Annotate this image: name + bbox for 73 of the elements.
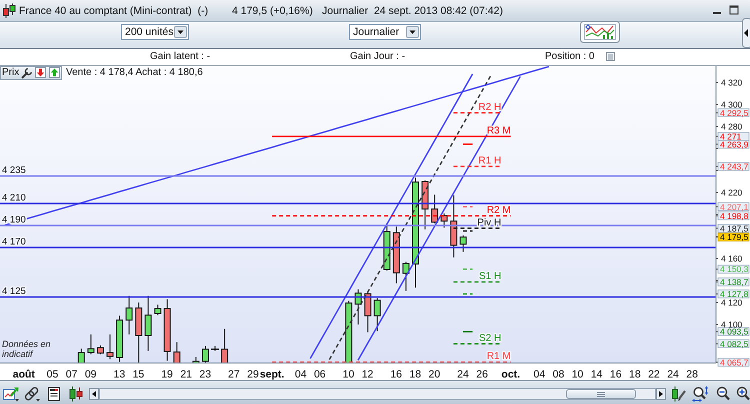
annotation: Données en indicatif	[2, 339, 52, 359]
y-tick-label: 4 160	[721, 254, 743, 264]
x-tick-label: 04	[534, 368, 546, 380]
x-tick-label: sept.	[260, 368, 284, 380]
y-tick-label: 4 292,5	[720, 108, 749, 118]
series-label: R2 M	[486, 204, 511, 216]
x-tick-label: 06	[314, 368, 326, 380]
x-tick-label: 24	[667, 368, 680, 380]
ref-line-label: 4 125	[2, 286, 26, 297]
x-tick-label: 18	[409, 368, 422, 380]
y-tick-label: 4 220	[721, 188, 743, 198]
y-tick-label: 4 271	[720, 131, 742, 142]
y-tick-label: 4 280	[721, 122, 743, 132]
series-label: S2 H	[478, 332, 502, 344]
series-label: R1 H	[478, 155, 502, 166]
x-tick-label: 28	[686, 368, 698, 380]
y-tick-label: 4 127,8	[720, 288, 749, 299]
y-tick-label: 4 065,7	[720, 357, 749, 368]
x-tick-label: 09	[84, 368, 97, 380]
x-tick-label: 10	[342, 368, 354, 380]
x-tick-label: 04	[294, 368, 307, 380]
x-tick-label: 16	[390, 368, 402, 380]
x-tick-label: 07	[66, 368, 78, 380]
series-label: R1 M	[486, 351, 511, 362]
x-tick-label: 08	[552, 368, 564, 380]
annotation: Prix	[2, 67, 20, 79]
text: Position : 0	[545, 51, 594, 63]
x-tick-label: 14	[590, 368, 603, 380]
x-tick-label: 26	[476, 368, 488, 380]
x-tick-label: août	[12, 368, 36, 380]
ref-line-label: 4 170	[2, 236, 26, 248]
series-label: Piv H	[477, 217, 502, 228]
y-tick-label: 4 320	[721, 78, 743, 88]
y-tick-label: 4 179,5	[720, 232, 749, 242]
y-tick-label: 4 120	[721, 298, 743, 308]
x-tick-label: 10	[572, 368, 584, 380]
text: Gain latent : -	[150, 51, 210, 63]
x-tick-label: 21	[180, 368, 192, 380]
text: Gain Jour : -	[350, 51, 406, 63]
y-tick-label: 4 243,7	[720, 161, 749, 172]
x-tick-label: 19	[161, 368, 174, 380]
text: Journalier 24 sept. 2013 08:42 (07:42)	[322, 5, 503, 17]
series-label: R2 H	[478, 102, 502, 113]
y-tick-label: 4 263,9	[720, 139, 749, 150]
series-label: S1 H	[478, 270, 502, 282]
x-tick-label: oct.	[501, 368, 520, 380]
x-tick-label: 05	[46, 368, 59, 380]
y-tick-label: 4 300	[721, 100, 743, 110]
chart-title: France 40 au comptant (Mini-contrat) (-)	[19, 5, 208, 17]
x-tick-label: 18	[629, 368, 641, 380]
y-tick-label: 4 082,5	[720, 338, 749, 349]
y-tick-label: 4 138,7	[720, 276, 749, 287]
annotation: Vente : 4 178,4 Achat : 4 180,6	[66, 67, 203, 79]
y-tick-label: 4 093,5	[720, 326, 749, 337]
x-tick-label: 13	[113, 368, 126, 380]
x-tick-label: 29	[247, 368, 259, 380]
y-tick-label: 4 207,1	[720, 202, 749, 212]
x-tick-label: 22	[648, 368, 660, 380]
y-tick-label: 4 198,8	[720, 210, 749, 221]
x-tick-label: 27	[228, 368, 240, 380]
ref-line-label: 4 235	[2, 165, 26, 176]
select-field: Journalier	[349, 24, 421, 40]
y-tick-label: 4 150,3	[720, 264, 749, 274]
x-tick-label: 23	[199, 368, 212, 380]
x-tick-label: 12	[362, 368, 374, 380]
ref-line-label: 4 210	[2, 192, 26, 204]
text: 4 179,5 (+0,16%)	[232, 5, 313, 17]
x-tick-label: 15	[132, 368, 144, 380]
x-tick-label: 16	[610, 368, 622, 380]
x-tick-label: 24	[457, 368, 470, 380]
x-tick-label: 20	[428, 368, 440, 380]
select-field: 200 unités	[121, 24, 189, 40]
y-tick-label: 4 187,5	[720, 223, 749, 234]
